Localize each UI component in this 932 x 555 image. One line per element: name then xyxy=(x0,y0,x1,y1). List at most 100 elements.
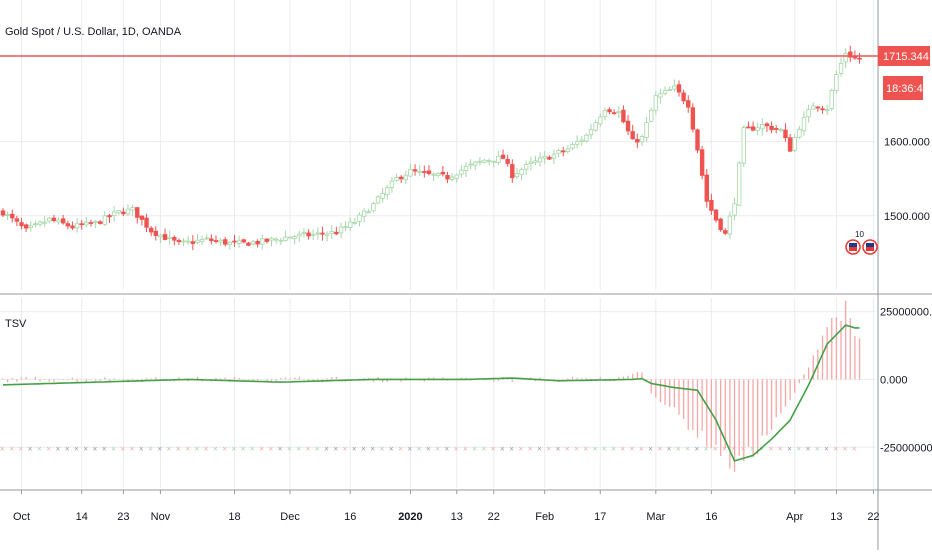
candle-body xyxy=(250,241,256,245)
tsv-signal-x-mark: × xyxy=(769,444,774,453)
candle-body xyxy=(70,225,75,229)
candle-body xyxy=(320,232,325,235)
tsv-signal-x-mark: × xyxy=(93,444,98,453)
candle-body xyxy=(736,162,742,206)
candle-body xyxy=(417,170,422,173)
tsv-signal-x-mark: × xyxy=(630,444,635,453)
tsv-signal-x-mark: × xyxy=(454,444,459,453)
candle-body xyxy=(477,160,483,163)
candle-body xyxy=(588,129,594,136)
candle-body xyxy=(449,176,455,180)
tsv-tick-label: -25000000.000 xyxy=(880,442,932,454)
candle-body xyxy=(273,238,279,241)
candle-body xyxy=(537,157,543,163)
time-tick-label: 16 xyxy=(705,511,717,523)
candle-body xyxy=(528,161,534,164)
candle-body xyxy=(232,240,237,243)
time-tick-label: Feb xyxy=(535,511,554,523)
candle-body xyxy=(204,237,209,240)
tsv-signal-x-mark: × xyxy=(574,444,579,453)
time-tick-label: 17 xyxy=(594,511,606,523)
last-price-badge xyxy=(878,45,930,66)
us-flag-event-icon[interactable] xyxy=(845,239,861,255)
candle-body xyxy=(255,240,260,245)
candle-body xyxy=(56,219,61,223)
tsv-signal-x-mark: × xyxy=(102,444,107,453)
candle-body xyxy=(764,123,770,127)
tsv-signal-x-mark: × xyxy=(204,444,209,453)
tsv-signal-x-mark: × xyxy=(815,444,820,453)
tsv-signal-x-mark: × xyxy=(667,444,672,453)
tsv-signal-x-mark: × xyxy=(361,444,366,453)
candle-body xyxy=(246,242,251,246)
grid xyxy=(0,0,876,488)
candle-body xyxy=(74,223,80,229)
candle-body xyxy=(783,129,788,139)
candle-body xyxy=(65,223,71,227)
candle-body xyxy=(28,225,33,228)
tsv-signal-x-mark: × xyxy=(583,444,588,453)
candle-body xyxy=(14,218,20,222)
candle-body xyxy=(311,233,316,236)
candle-body xyxy=(760,124,765,130)
candle-body xyxy=(616,110,621,114)
flag-canton xyxy=(866,243,874,247)
tsv-signal-x-mark: × xyxy=(139,444,144,453)
candle-body xyxy=(264,238,270,242)
candle-body xyxy=(278,239,283,242)
candle-body xyxy=(505,158,510,164)
candle-body xyxy=(398,176,404,180)
tsv-signal-x-mark: × xyxy=(611,444,616,453)
candle-body xyxy=(227,241,233,245)
candle-body xyxy=(857,57,862,60)
tsv-signal-x-mark: × xyxy=(435,444,440,453)
candle-body xyxy=(732,203,737,216)
flag-stripes xyxy=(849,247,857,251)
time-tick-label: 13 xyxy=(830,511,842,523)
candle-body xyxy=(699,149,705,176)
candle-body xyxy=(199,239,205,242)
candle-body xyxy=(102,215,108,225)
candle-body xyxy=(176,240,182,243)
event-icons[interactable]: 10 xyxy=(845,230,878,255)
candle-body xyxy=(519,169,524,175)
candle-body xyxy=(158,234,163,238)
tsv-signal-x-mark: × xyxy=(556,444,561,453)
candle-body xyxy=(88,222,94,224)
symbol-title: Gold Spot / U.S. Dollar, 1D, OANDA xyxy=(5,26,182,38)
candle-body xyxy=(718,218,723,231)
candle-body xyxy=(676,84,682,93)
tsv-signal-x-mark: × xyxy=(750,444,755,453)
tsv-signal-x-mark: × xyxy=(370,444,375,453)
time-tick-label: 18 xyxy=(228,511,240,523)
tsv-signal-x-mark: × xyxy=(685,444,690,453)
tsv-signal-x-mark: × xyxy=(463,444,468,453)
tsv-signal-x-mark: × xyxy=(833,444,838,453)
tsv-signal-x-mark: × xyxy=(306,444,311,453)
candle-body xyxy=(630,131,635,140)
candle-body xyxy=(797,128,802,138)
us-flag-event-icon[interactable] xyxy=(862,239,878,255)
candle-body xyxy=(621,109,626,123)
tsv-signal-x-mark: × xyxy=(315,444,320,453)
candle-body xyxy=(727,215,733,235)
tsv-signal-x-mark: × xyxy=(593,444,598,453)
tsv-signal-x-mark: × xyxy=(83,444,88,453)
tsv-signal-x-mark: × xyxy=(407,444,412,453)
candle-body xyxy=(306,232,311,237)
time-tick-label: Oct xyxy=(13,511,30,523)
candle-body xyxy=(0,210,6,216)
candle-body xyxy=(556,150,561,154)
candle-body xyxy=(690,107,696,130)
candle-body xyxy=(662,90,668,94)
candle-body xyxy=(658,93,663,98)
time-tick-label: 2020 xyxy=(398,511,422,523)
tsv-signal-x-mark: × xyxy=(213,444,218,453)
tsv-signal-x-mark: × xyxy=(491,444,496,453)
candle-body xyxy=(723,230,728,234)
time-tick-label: 13 xyxy=(451,511,463,523)
candle-body xyxy=(579,139,584,142)
